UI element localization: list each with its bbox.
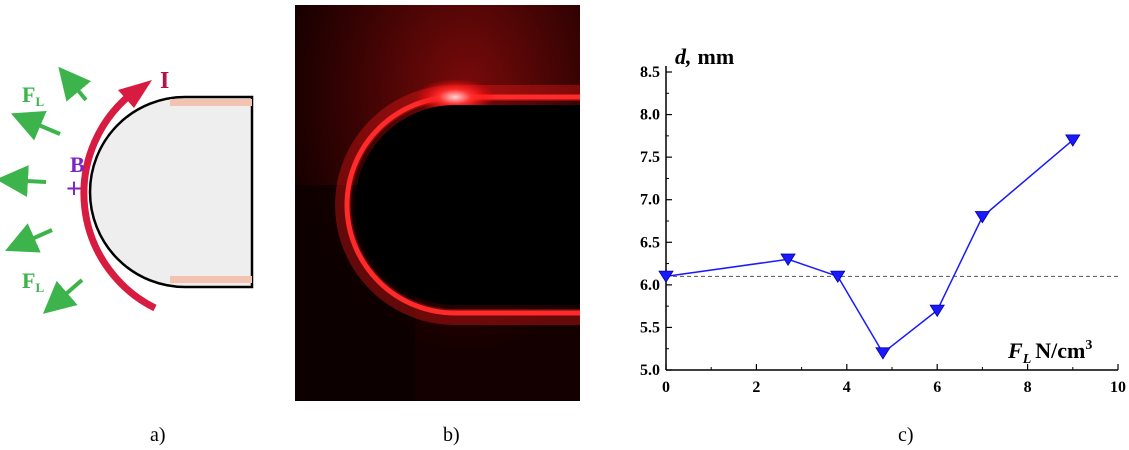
force-arrow-2 (10, 111, 61, 141)
chart-svg: 5.0 5.5 6.0 6.5 7.0 7.5 8.0 8.5 0 2 4 6 8 10 d, mm FL N… (640, 44, 1126, 396)
x-tick-label: 10 (1110, 379, 1126, 396)
force-arrow-3 (0, 165, 47, 198)
series-line (665, 139, 1074, 355)
x-tick-label: 6 (933, 379, 941, 396)
y-tick-label: 7.5 (640, 149, 660, 166)
data-point (780, 253, 796, 267)
y-tick-label: 5.0 (640, 362, 660, 379)
panel-c-chart: 5.0 5.5 6.0 6.5 7.0 7.5 8.0 8.5 0 2 4 6 8 10 d, mm FL N… (600, 0, 1129, 410)
electrode-strip-bottom (170, 276, 252, 283)
data-point (1065, 134, 1081, 147)
force-label-bottom: FL (22, 268, 44, 295)
current-arrow-head (118, 80, 152, 108)
x-tick-label: 8 (1024, 379, 1032, 396)
x-tick-label: 2 (752, 379, 760, 396)
force-arrow-4 (5, 223, 53, 253)
data-point (830, 270, 846, 284)
data-point (875, 347, 891, 360)
force-arrow-1 (58, 66, 92, 102)
x-axis-label: FL N/cm3 (1007, 338, 1092, 367)
field-label: B (70, 152, 85, 177)
current-arc (80, 92, 157, 312)
y-tick-label: 5.5 (640, 319, 660, 336)
field-symbol: + (66, 174, 82, 205)
glow-arc (344, 94, 580, 316)
caption-a: a) (150, 424, 166, 446)
y-tick-label: 6.5 (640, 234, 660, 251)
caption-b: b) (443, 424, 460, 446)
axes-layer: 5.0 5.5 6.0 6.5 7.0 7.5 8.0 8.5 0 2 4 6 8 10 (640, 64, 1126, 396)
force-label-top: FL (22, 82, 44, 109)
y-tick-label: 7.0 (640, 192, 660, 209)
data-point (974, 211, 991, 224)
schematic-svg: I B + FL FL (0, 66, 254, 314)
x-tick-label: 4 (843, 379, 851, 396)
data-point (658, 270, 674, 284)
panel-a-schematic: I B + FL FL (0, 0, 270, 400)
y-axis-label: d, mm (675, 44, 734, 69)
y-tick-label: 6.0 (640, 277, 660, 294)
y-tick-label: 8.0 (640, 107, 660, 124)
marks-layer (658, 134, 1081, 360)
caption-c: c) (898, 424, 914, 446)
force-arrows (0, 66, 92, 314)
photo-svg (295, 5, 580, 401)
electrode-body (88, 95, 254, 289)
electrode-strip-top (170, 99, 252, 106)
panel-b-photo (295, 5, 580, 401)
y-tick-label: 8.5 (640, 64, 660, 81)
photo-electrode (355, 105, 580, 305)
current-label: I (160, 68, 169, 94)
glow-arc-outer (335, 85, 580, 325)
force-arrow-5 (42, 278, 84, 314)
data-point (929, 304, 945, 318)
x-tick-label: 0 (662, 379, 670, 396)
